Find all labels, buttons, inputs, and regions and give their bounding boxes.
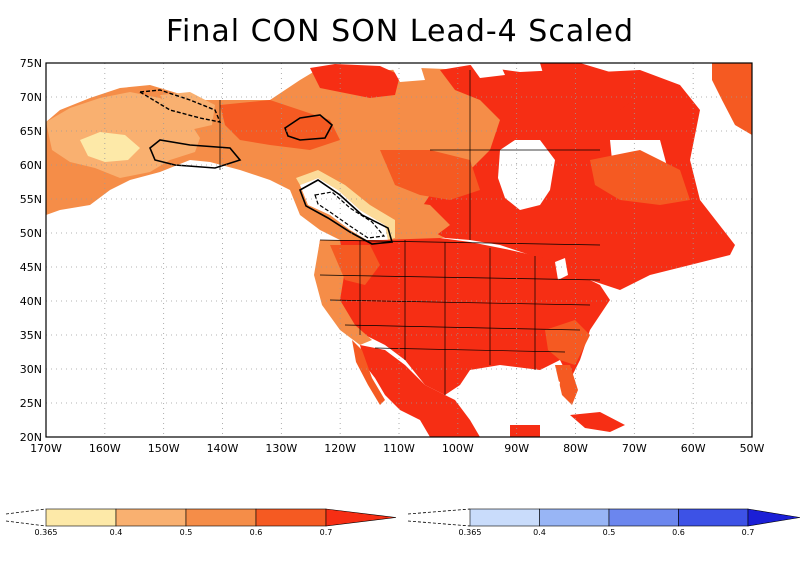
bc-yellow-rim	[296, 170, 395, 240]
map-frame	[45, 62, 753, 438]
arctic-islands	[310, 64, 400, 98]
political-boundaries	[219, 70, 601, 395]
lon-label: 170W	[30, 442, 62, 455]
prairies-patch	[380, 150, 480, 200]
us-southeast-patch	[545, 320, 590, 365]
colorbar-swatch	[608, 508, 679, 527]
lon-label: 110W	[383, 442, 415, 455]
colorbar-label: 0.365	[35, 528, 58, 537]
lon-label: 120W	[324, 442, 356, 455]
lon-label: 50W	[740, 442, 765, 455]
colorbar-swatch	[115, 508, 187, 527]
lon-label: 100W	[442, 442, 474, 455]
lat-label: 25N	[20, 397, 42, 410]
contour-bc-inner	[314, 191, 386, 239]
colorbar-label: 0.365	[459, 528, 482, 537]
lat-label: 40N	[20, 295, 42, 308]
gulf-of-mexico	[470, 370, 560, 410]
colorbar-label: 0.4	[533, 528, 546, 537]
lon-label: 90W	[504, 442, 529, 455]
quebec-patch	[590, 150, 690, 205]
lat-label: 30N	[20, 363, 42, 376]
lat-label: 50N	[20, 227, 42, 240]
arctic-island-2	[540, 63, 640, 110]
lon-label: 70W	[622, 442, 647, 455]
lon-label: 130W	[265, 442, 297, 455]
colorbar-swatch	[678, 508, 749, 527]
us-region	[315, 238, 610, 395]
contour-yukon	[284, 114, 334, 141]
yukon-patch	[160, 92, 215, 130]
arctic-gap-3	[470, 64, 505, 78]
colorbar-label: 0.5	[603, 528, 616, 537]
rockies-patch	[395, 200, 450, 240]
greenland-edge	[712, 63, 752, 135]
lat-label: 35N	[20, 329, 42, 342]
longitude-labels: 170W 160W 150W 140W 130W 120W 110W 100W 90W 80W 70…	[30, 442, 764, 455]
alaska-yellow-patch	[80, 132, 140, 162]
nw-canada-patch	[220, 100, 340, 150]
colorbar-label: 0.6	[250, 528, 263, 537]
contour-bc	[299, 179, 394, 245]
colorbar-swatch	[539, 508, 610, 527]
lat-label: 70N	[20, 91, 42, 104]
colorbar-label: 0.4	[110, 528, 123, 537]
lon-label: 160W	[89, 442, 121, 455]
lat-label: 55N	[20, 193, 42, 206]
colorbar-swatch	[185, 508, 257, 527]
canada-east-region	[420, 65, 735, 290]
lat-label: 60N	[20, 159, 42, 172]
lat-label: 20N	[20, 431, 42, 444]
great-lakes	[555, 258, 568, 280]
colorbar-label: 0.7	[320, 528, 333, 537]
colorbar-label: 0.7	[742, 528, 755, 537]
colorbar-swatch	[469, 508, 540, 527]
map-title: Final CON SON Lead-4 Scaled	[165, 14, 635, 49]
contour-alaska-2	[149, 139, 242, 169]
cuba	[570, 412, 625, 432]
us-west-coast	[314, 240, 372, 345]
lon-label: 80W	[563, 442, 588, 455]
florida	[555, 365, 578, 405]
hudson-bay	[498, 140, 555, 210]
colorbar-label: 0.6	[672, 528, 685, 537]
mexico-region	[360, 345, 480, 437]
caribbean-patch	[510, 425, 540, 437]
us-nw-patch	[330, 245, 380, 285]
contour-alaska	[137, 89, 222, 123]
lon-label: 60W	[681, 442, 706, 455]
lon-label: 140W	[207, 442, 239, 455]
lat-label: 75N	[20, 57, 42, 70]
lat-label: 65N	[20, 125, 42, 138]
baja	[352, 340, 385, 405]
colorbar-warm: 0.365 0.4 0.5 0.6 0.7	[5, 508, 397, 537]
map-layer	[46, 63, 752, 437]
colorbar-cool: 0.365 0.4 0.5 0.6 0.7	[407, 508, 800, 537]
lon-label: 150W	[148, 442, 180, 455]
lat-label: 45N	[20, 261, 42, 274]
colorbar-label: 0.5	[180, 528, 193, 537]
colorbar-swatch	[255, 508, 327, 527]
latitude-labels: 75N 70N 65N 60N 55N 50N 45N 40N 35N 30N 25N 20N	[20, 57, 42, 444]
colorbar-swatch	[45, 508, 117, 527]
